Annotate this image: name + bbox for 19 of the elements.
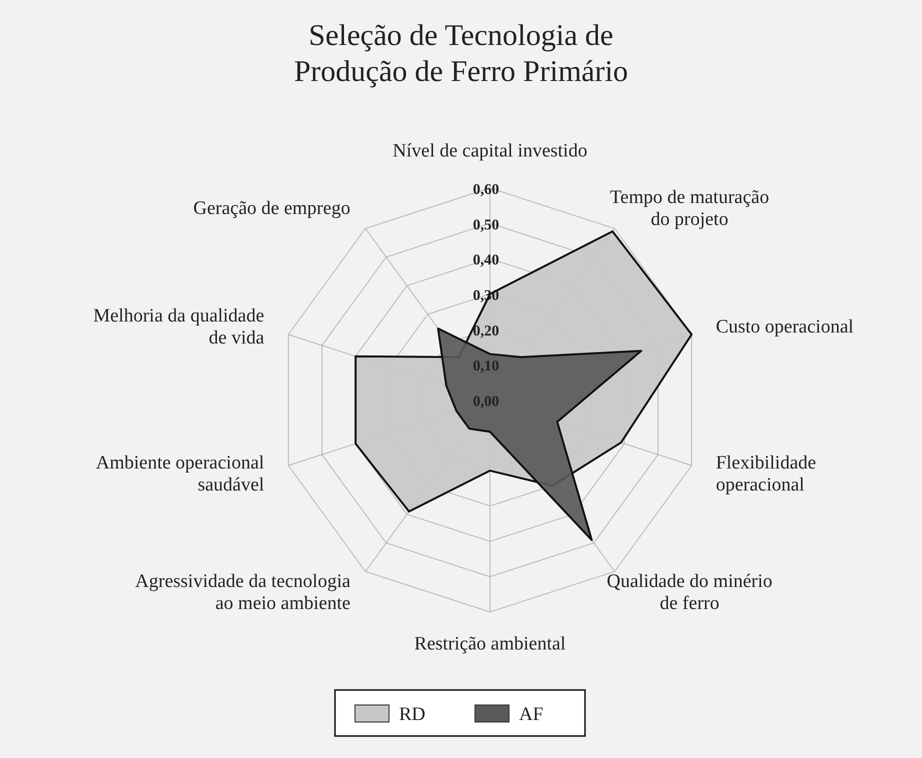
y-tick-label: 0,00 (472, 394, 500, 410)
y-tick-label: 0,20 (472, 323, 500, 340)
y-tick-label: 0,40 (472, 252, 500, 269)
spoke-label: Ambiente operacional saudável (96, 452, 264, 496)
legend-label: AF (519, 704, 544, 725)
legend-label: RD (399, 704, 426, 725)
spoke-label: Tempo de maturação do projeto (610, 186, 770, 230)
spoke-label: Nível de capital investido (392, 140, 588, 162)
y-tick-label: 0,60 (472, 182, 500, 198)
spoke-label: Restrição ambiental (414, 633, 566, 654)
y-tick-label: 0,50 (472, 217, 500, 234)
spoke-label: Flexibilidade operacional (716, 452, 816, 496)
y-tick-label: 0,10 (472, 358, 500, 375)
spoke-label: Melhoria da qualidade de vida (93, 306, 265, 349)
spoke-label: Custo operacional (716, 316, 854, 338)
chart-title: Seleção de Tecnologia de Produção de Ferro Primário (294, 19, 628, 88)
spoke-label: Agressividade da tecnologia ao meio ambiente (135, 571, 351, 614)
spoke-label: Geração de emprego (193, 198, 350, 219)
spoke-label: Qualidade do minério de ferro (606, 571, 772, 614)
